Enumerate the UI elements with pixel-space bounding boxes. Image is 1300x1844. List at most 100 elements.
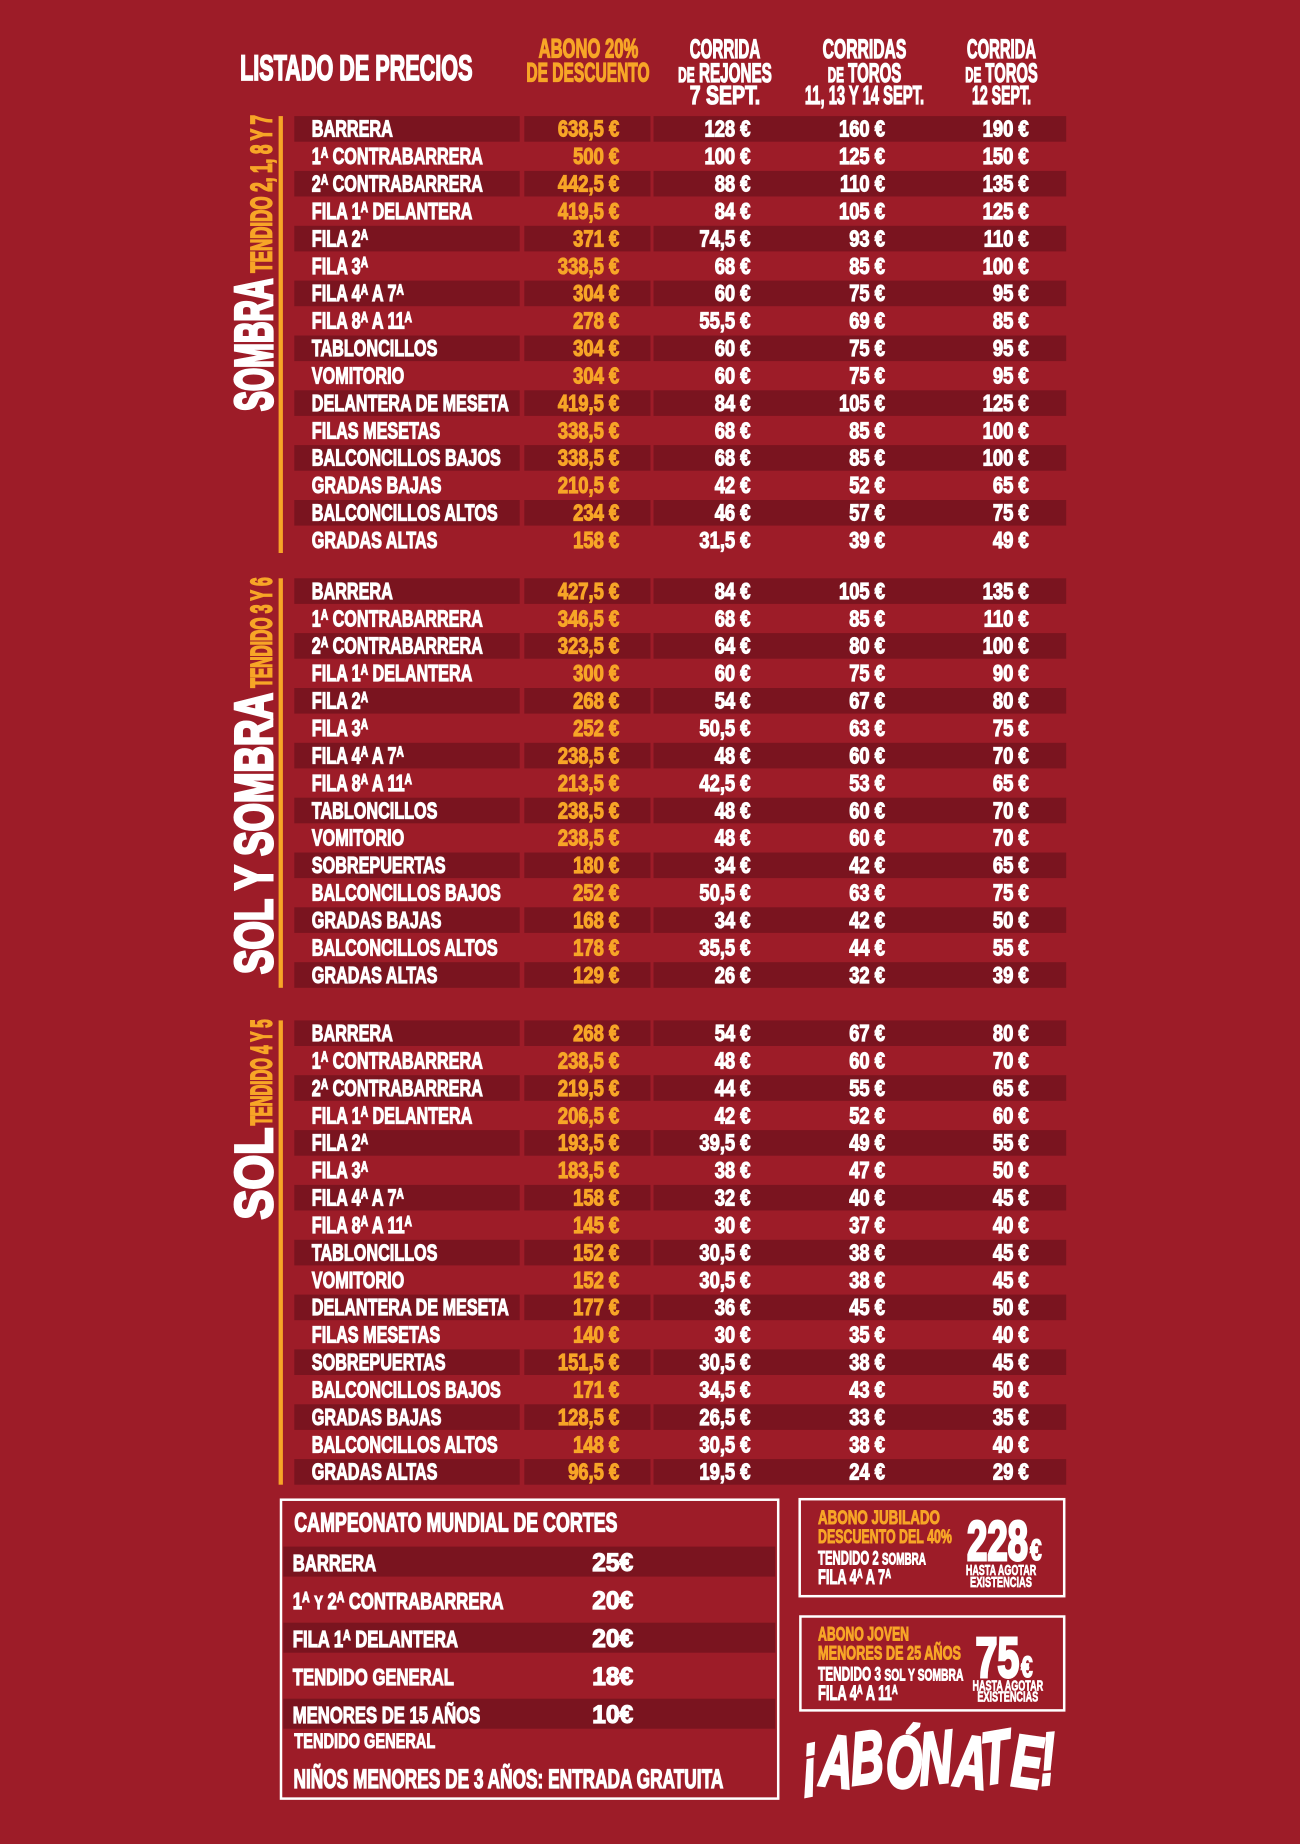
svg-text:2A CONTRABARRERA: 2A CONTRABARRERA: [312, 1076, 483, 1101]
svg-text:42,5 €: 42,5 €: [699, 771, 750, 796]
svg-text:419,5 €: 419,5 €: [558, 199, 620, 224]
svg-text:33 €: 33 €: [849, 1405, 885, 1430]
svg-text:GRADAS BAJAS: GRADAS BAJAS: [312, 474, 442, 499]
svg-text:35 €: 35 €: [993, 1405, 1029, 1430]
svg-text:105 €: 105 €: [839, 579, 885, 604]
svg-text:268 €: 268 €: [573, 689, 619, 714]
svg-text:48 €: 48 €: [715, 744, 751, 769]
svg-text:68 €: 68 €: [715, 446, 751, 471]
svg-text:12 SEPT.: 12 SEPT.: [972, 81, 1031, 110]
svg-text:31,5 €: 31,5 €: [699, 528, 750, 553]
svg-text:52 €: 52 €: [849, 1103, 885, 1128]
svg-text:67 €: 67 €: [849, 1021, 885, 1046]
svg-text:80 €: 80 €: [993, 1021, 1029, 1046]
svg-text:7 SEPT.: 7 SEPT.: [690, 80, 760, 109]
svg-text:60 €: 60 €: [849, 826, 885, 851]
svg-text:55 €: 55 €: [849, 1076, 885, 1101]
svg-text:SOBREPUERTAS: SOBREPUERTAS: [312, 853, 446, 878]
svg-text:84 €: 84 €: [715, 199, 751, 224]
svg-text:52 €: 52 €: [849, 473, 885, 498]
svg-text:93 €: 93 €: [849, 227, 885, 252]
svg-text:BALCONCILLOS ALTOS: BALCONCILLOS ALTOS: [312, 501, 498, 526]
svg-text:FILAS MESETAS: FILAS MESETAS: [312, 1323, 440, 1348]
svg-text:36 €: 36 €: [715, 1295, 751, 1320]
svg-text:125 €: 125 €: [839, 144, 885, 169]
svg-text:HASTA AGOTAR: HASTA AGOTAR: [966, 1562, 1036, 1579]
svg-text:158 €: 158 €: [573, 528, 619, 553]
svg-text:228: 228: [967, 1510, 1028, 1573]
svg-text:FILA 1A DELANTERA: FILA 1A DELANTERA: [312, 1104, 473, 1129]
svg-text:TENDIDO GENERAL: TENDIDO GENERAL: [293, 1665, 454, 1690]
svg-text:419,5 €: 419,5 €: [558, 391, 620, 416]
svg-text:171 €: 171 €: [573, 1378, 619, 1403]
svg-text:160 €: 160 €: [839, 117, 885, 142]
svg-text:43 €: 43 €: [849, 1378, 885, 1403]
svg-text:338,5 €: 338,5 €: [558, 418, 620, 443]
svg-text:NIÑOS MENORES DE 3 AÑOS: ENTRA: NIÑOS MENORES DE 3 AÑOS: ENTRADA GRATUIT…: [294, 1764, 724, 1794]
svg-text:49 €: 49 €: [849, 1131, 885, 1156]
svg-text:338,5 €: 338,5 €: [558, 446, 620, 471]
svg-text:GRADAS BAJAS: GRADAS BAJAS: [312, 1405, 442, 1430]
svg-text:100 €: 100 €: [704, 144, 750, 169]
svg-text:€: €: [1021, 1652, 1033, 1684]
svg-text:68 €: 68 €: [715, 418, 751, 443]
svg-text:42 €: 42 €: [715, 473, 751, 498]
svg-text:38 €: 38 €: [849, 1241, 885, 1266]
svg-text:50 €: 50 €: [993, 1295, 1029, 1320]
svg-text:442,5 €: 442,5 €: [558, 172, 620, 197]
svg-text:110 €: 110 €: [840, 172, 885, 197]
svg-text:100 €: 100 €: [983, 418, 1029, 443]
svg-text:DE DESCUENTO: DE DESCUENTO: [526, 57, 649, 88]
svg-text:DE TOROS: DE TOROS: [828, 57, 902, 88]
svg-text:1A Y 2A CONTRABARRERA: 1A Y 2A CONTRABARRERA: [293, 1589, 504, 1614]
svg-text:80 €: 80 €: [849, 634, 885, 659]
svg-text:75 €: 75 €: [849, 364, 885, 389]
svg-text:63 €: 63 €: [849, 881, 885, 906]
svg-text:¡ABÓNATE!: ¡ABÓNATE!: [799, 1714, 1056, 1807]
svg-text:252 €: 252 €: [573, 881, 619, 906]
svg-text:42 €: 42 €: [849, 908, 885, 933]
svg-text:BARRERA: BARRERA: [312, 117, 393, 142]
svg-text:46 €: 46 €: [715, 501, 751, 526]
svg-text:338,5 €: 338,5 €: [558, 254, 620, 279]
svg-text:152 €: 152 €: [573, 1241, 619, 1266]
svg-text:47 €: 47 €: [849, 1158, 885, 1183]
svg-text:35,5 €: 35,5 €: [699, 936, 750, 961]
svg-text:35 €: 35 €: [849, 1323, 885, 1348]
svg-text:50,5 €: 50,5 €: [699, 881, 750, 906]
svg-text:75 €: 75 €: [849, 661, 885, 686]
svg-text:110 €: 110 €: [984, 227, 1029, 252]
svg-text:128 €: 128 €: [704, 117, 750, 142]
svg-text:30 €: 30 €: [715, 1323, 751, 1348]
svg-text:19,5 €: 19,5 €: [699, 1460, 750, 1485]
svg-text:50,5 €: 50,5 €: [699, 716, 750, 741]
svg-text:50 €: 50 €: [993, 908, 1029, 933]
svg-text:ABONO 20%: ABONO 20%: [539, 33, 639, 63]
svg-text:55 €: 55 €: [993, 936, 1029, 961]
svg-text:TENDIDO 2, 1, 8 Y 7: TENDIDO 2, 1, 8 Y 7: [246, 115, 279, 273]
svg-text:40 €: 40 €: [993, 1432, 1029, 1457]
svg-text:CAMPEONATO MUNDIAL DE CORTES: CAMPEONATO MUNDIAL DE CORTES: [294, 1508, 617, 1537]
svg-text:42 €: 42 €: [849, 853, 885, 878]
svg-text:44 €: 44 €: [849, 936, 885, 961]
svg-text:FILA 4A A 7A: FILA 4A A 7A: [312, 282, 404, 307]
svg-text:238,5 €: 238,5 €: [558, 826, 620, 851]
svg-text:38 €: 38 €: [715, 1158, 751, 1183]
svg-text:180 €: 180 €: [573, 853, 619, 878]
svg-text:500 €: 500 €: [573, 144, 619, 169]
svg-text:38 €: 38 €: [849, 1350, 885, 1375]
svg-text:135 €: 135 €: [983, 172, 1029, 197]
svg-text:48 €: 48 €: [715, 826, 751, 851]
svg-text:TABLONCILLOS: TABLONCILLOS: [312, 1241, 438, 1266]
svg-text:42 €: 42 €: [715, 1103, 751, 1128]
svg-text:FILA 8A A 11A: FILA 8A A 11A: [312, 1213, 412, 1238]
svg-text:24 €: 24 €: [849, 1460, 885, 1485]
svg-text:152 €: 152 €: [573, 1268, 619, 1293]
svg-text:48 €: 48 €: [715, 798, 751, 823]
svg-text:FILA 3A: FILA 3A: [312, 254, 368, 279]
svg-text:BARRERA: BARRERA: [312, 1021, 393, 1046]
svg-text:148 €: 148 €: [573, 1432, 619, 1457]
svg-text:45 €: 45 €: [849, 1295, 885, 1320]
svg-text:110 €: 110 €: [984, 606, 1029, 631]
svg-text:FILA 8A A 11A: FILA 8A A 11A: [312, 309, 412, 334]
